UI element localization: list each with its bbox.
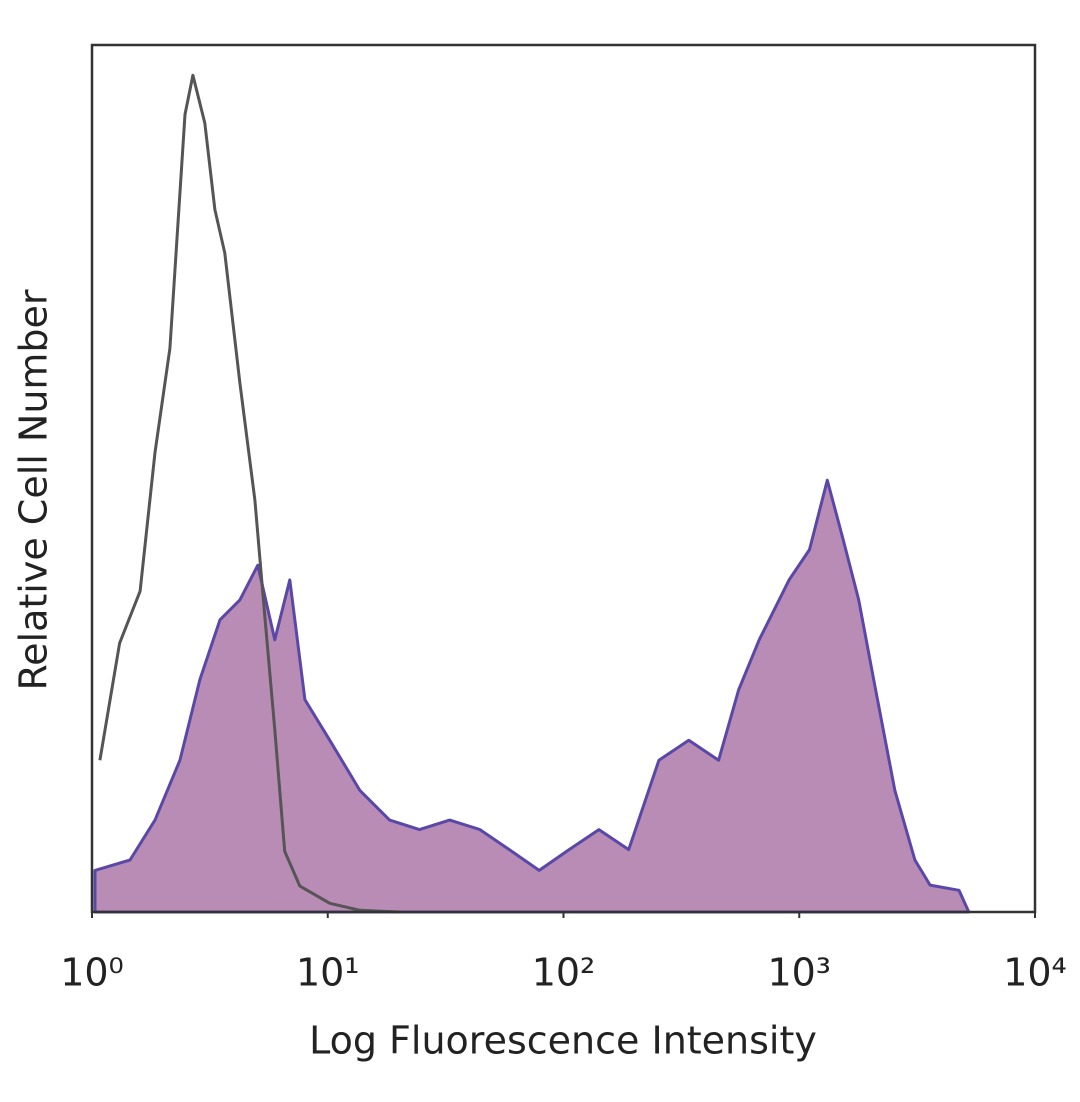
x-tick-label: 10³ <box>767 951 831 995</box>
x-tick-label: 10¹ <box>296 951 360 995</box>
x-tick-label: 10² <box>532 951 596 995</box>
x-tick-label: 10⁴ <box>1003 951 1067 995</box>
histogram-area <box>93 478 971 914</box>
x-tick-label: 10⁰ <box>60 951 124 995</box>
y-axis-label: Relative Cell Number <box>12 289 56 690</box>
histogram-line <box>98 73 400 914</box>
x-axis-label: Log Fluorescence Intensity <box>309 1019 817 1063</box>
